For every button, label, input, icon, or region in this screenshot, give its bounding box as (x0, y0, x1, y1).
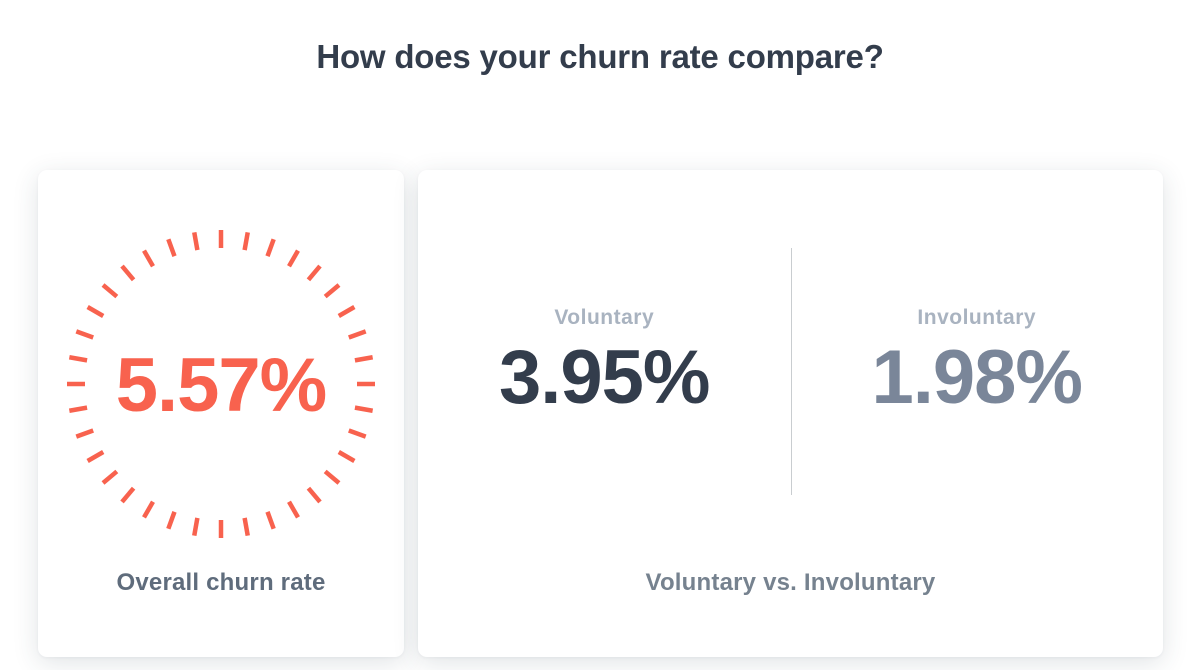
cards-container: 5.57% Overall churn rate Voluntary 3.95%… (38, 170, 1163, 657)
split-caption: Voluntary vs. Involuntary (645, 569, 936, 596)
voluntary-value: 3.95% (499, 335, 710, 420)
involuntary-label: Involuntary (917, 306, 1037, 329)
involuntary-value: 1.98% (871, 335, 1083, 420)
overall-churn-value: 5.57% (115, 342, 328, 428)
split-stats-row: Voluntary 3.95% Involuntary 1.98% (418, 170, 1163, 550)
vertical-divider (790, 248, 792, 495)
voluntary-label: Voluntary (554, 306, 655, 329)
voluntary-involuntary-card: Voluntary 3.95% Involuntary 1.98% Volunt… (418, 170, 1163, 657)
page-title: How does your churn rate compare? (316, 38, 884, 75)
overall-churn-caption: Overall churn rate (116, 569, 326, 596)
voluntary-stat: Voluntary 3.95% (418, 170, 791, 550)
involuntary-stat: Involuntary 1.98% (791, 170, 1164, 550)
dashed-ring-icon (67, 230, 375, 538)
churn-gauge: 5.57% (61, 224, 381, 544)
overall-churn-card: 5.57% Overall churn rate (38, 170, 404, 657)
